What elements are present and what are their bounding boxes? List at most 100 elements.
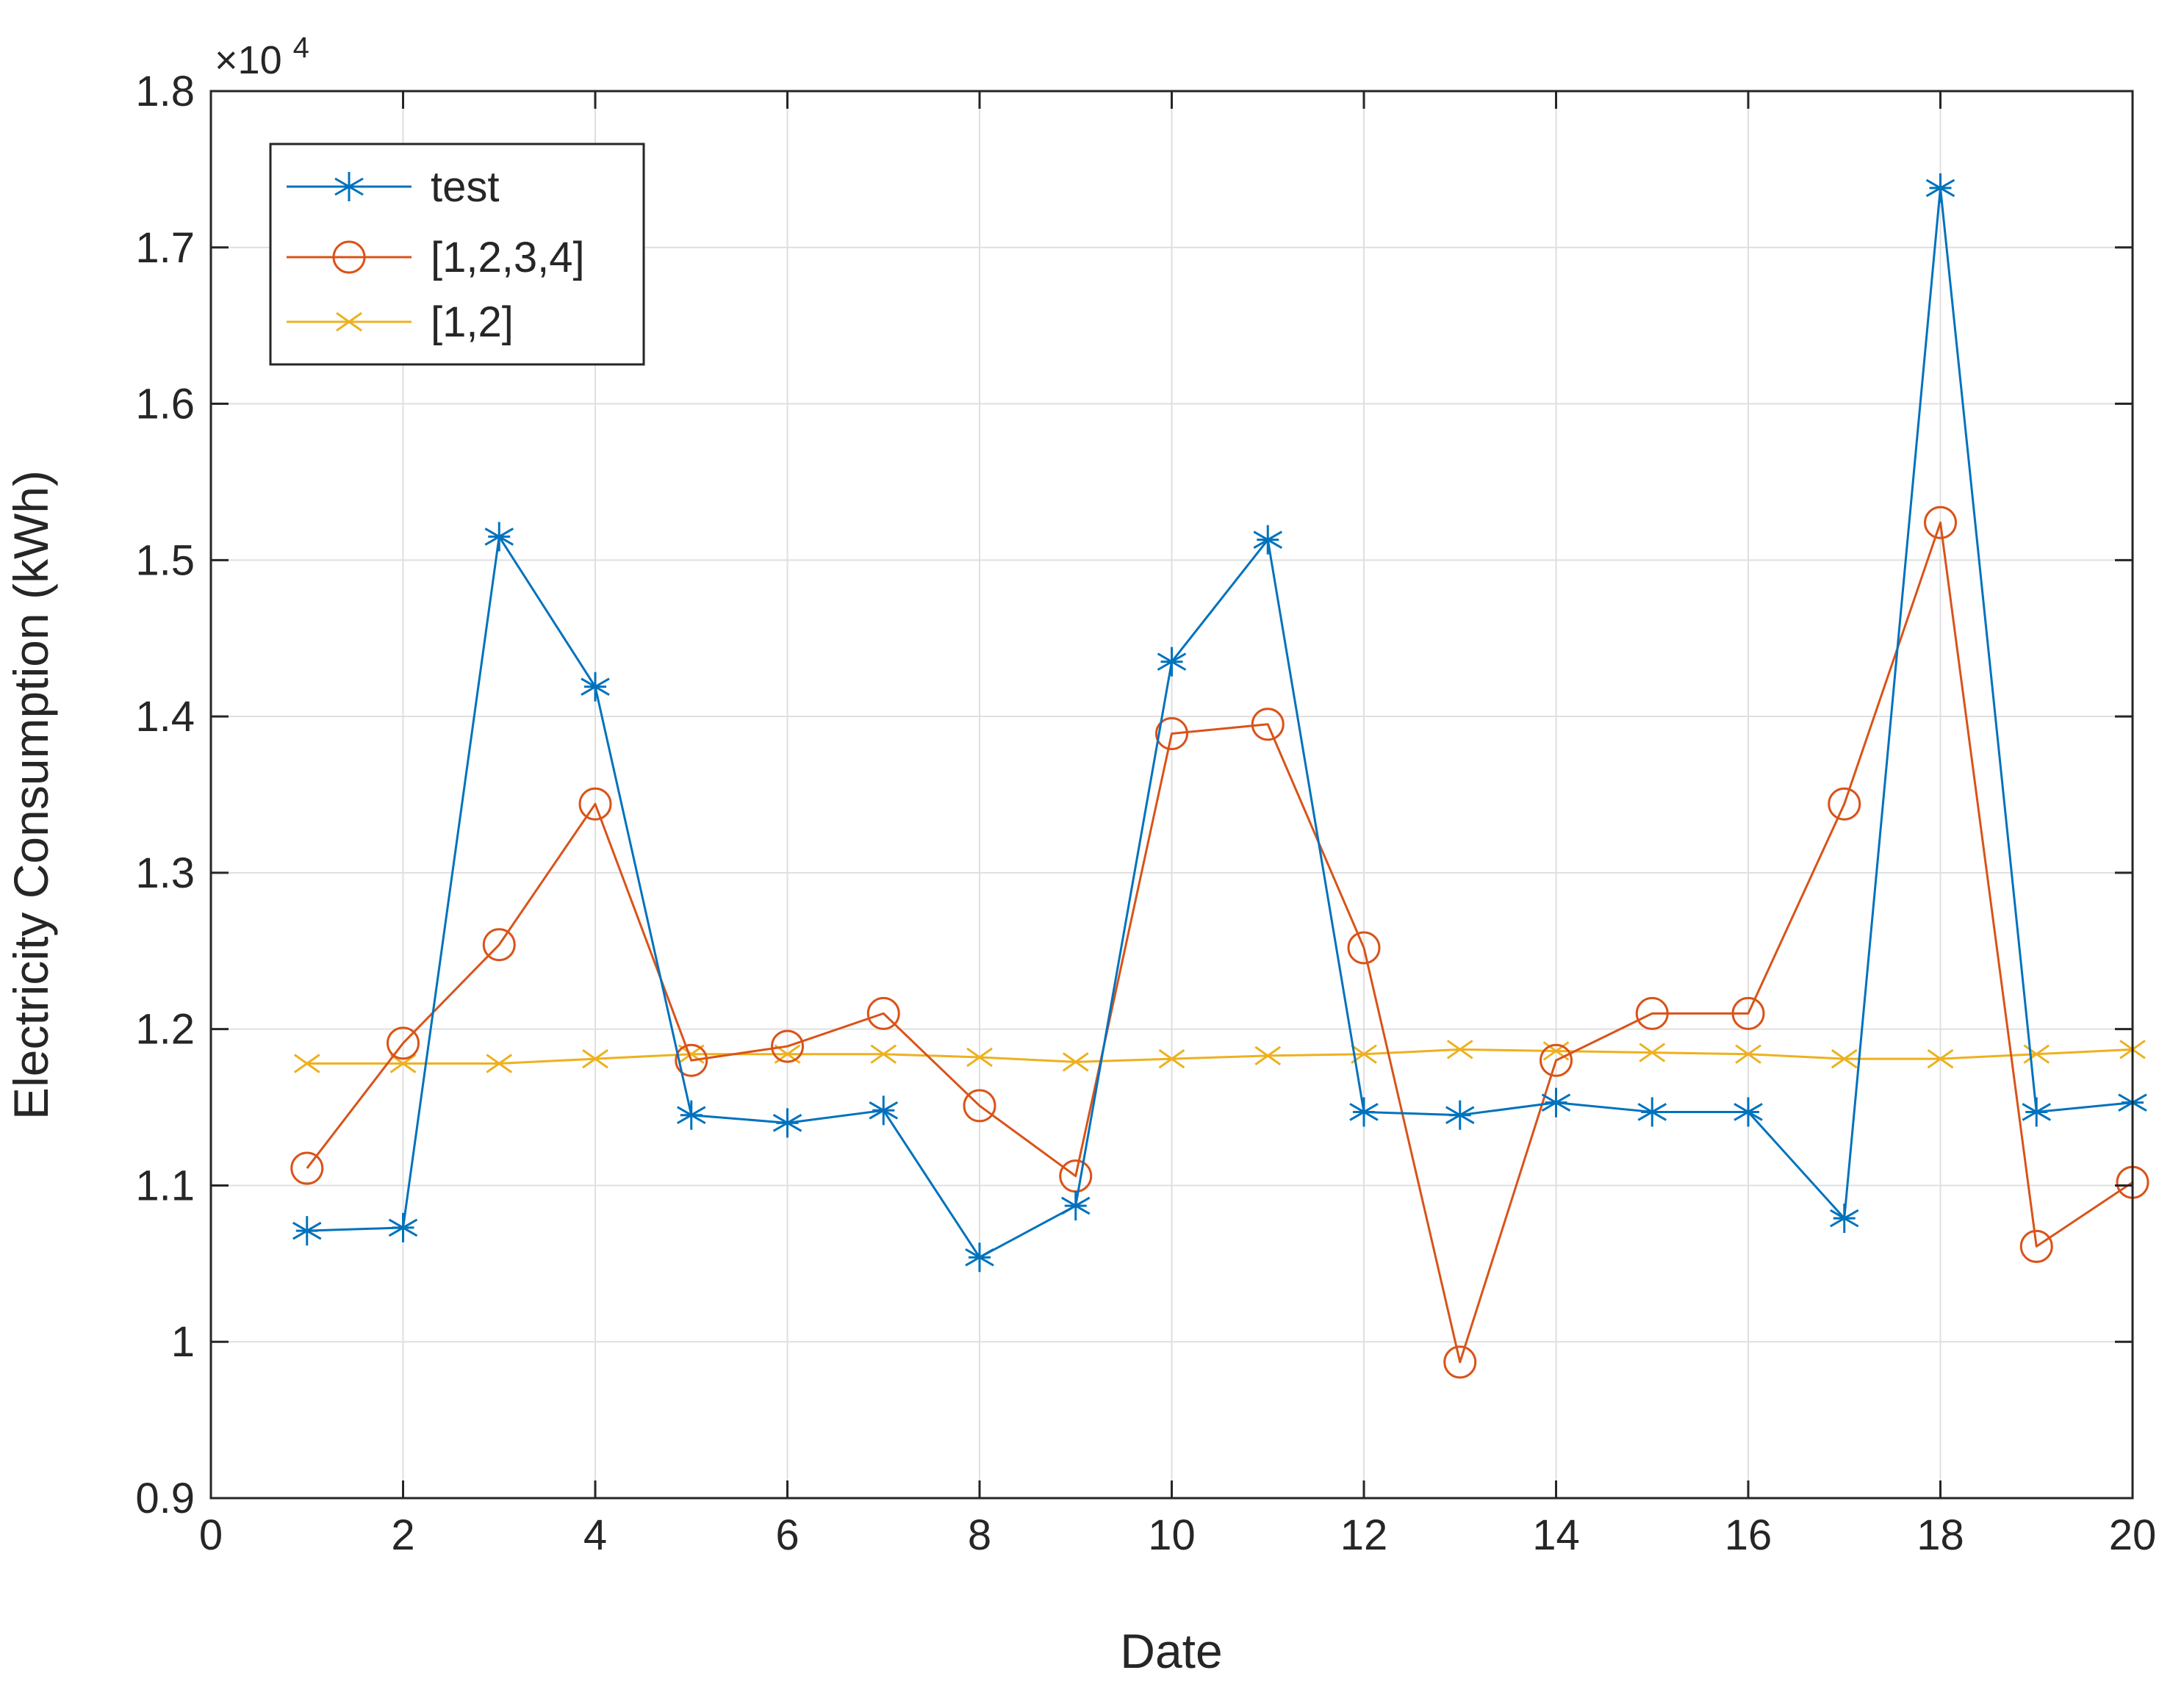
x-axis-label: Date [1120,1624,1222,1678]
data-point [2023,1044,2050,1064]
data-point [1635,996,1669,1030]
marker-stroke [1542,1041,1570,1061]
data-point [772,1108,802,1138]
x-tick-label: 16 [1725,1511,1772,1559]
marker-circle [963,1089,996,1123]
data-point [1637,1097,1667,1127]
data-point [578,787,612,821]
data-point [966,1047,993,1068]
ticks [209,90,2134,1500]
legend-marker-shape [336,312,362,332]
exponent-power: 4 [293,32,309,64]
data-point [1540,1043,1573,1077]
data-point [1828,787,1861,821]
data-point [1060,1191,1091,1221]
series-line [306,187,2133,1259]
legend-entry-1234: [1,2,3,4] [287,234,585,281]
y-tick-label: 1.3 [135,849,195,897]
x-tick-label: 0 [199,1511,223,1559]
data-point [1831,1048,1858,1069]
x-tick-label: 6 [775,1511,799,1559]
y-tick-label: 1.1 [135,1162,195,1209]
marker-circle [387,1026,420,1060]
x-tick-label: 18 [1917,1511,1964,1559]
data-point [388,1212,418,1242]
marker-circle [1155,717,1188,751]
y-axis-label: Electricity Consumption (kWh) [4,470,58,1120]
marker-circle [332,240,366,274]
y-tick-label: 1.5 [135,536,195,584]
data-point [290,1151,324,1185]
data-point [771,1029,804,1063]
x-tick-label: 12 [1340,1511,1388,1559]
x-tick-label: 20 [2109,1511,2157,1559]
data-point [486,1054,513,1073]
y-tick-label: 1.2 [135,1006,195,1054]
series-12 [293,1040,2146,1073]
data-point [292,1216,322,1246]
data-point [1253,525,1283,555]
data-point [869,1095,899,1126]
data-point [1446,1040,1473,1059]
marker-circle [290,1151,324,1185]
x-tick-label: 2 [391,1511,414,1559]
data-point [1445,1100,1475,1130]
legend-label-12: [1,2] [431,298,514,346]
legend-marker-shape [334,172,364,201]
marker-circle [1924,505,1957,539]
marker-circle [482,928,516,962]
y-tick-label: 1.6 [135,381,195,428]
legend-marker [332,240,366,274]
data-point [581,672,610,702]
data-point [1829,1203,1859,1234]
marker-circle [866,996,900,1030]
marker-stroke [293,1054,320,1073]
legend-label-test: test [431,163,500,211]
marker-stroke [1062,1052,1089,1072]
legend-marker [336,312,362,332]
marker-circle [771,1029,804,1063]
x-tick-label: 8 [968,1511,991,1559]
data-point [582,1048,608,1069]
data-point [1347,931,1381,965]
data-point [675,1043,708,1077]
data-point [1349,1097,1379,1127]
legend-entry-test: test [287,163,500,211]
marker-stroke [2023,1044,2050,1064]
marker-stroke [336,312,362,332]
marker-stroke [1735,1044,1761,1064]
marker-stroke [1158,1048,1185,1069]
series-line [306,1048,2133,1065]
marker-stroke [966,1047,993,1068]
marker-circle [1347,931,1381,965]
data-point [1927,1048,1954,1069]
marker-stroke [1927,1048,1954,1069]
marker-circle [675,1043,708,1077]
data-point [1541,1087,1571,1118]
exponent-base: ×10 [215,38,282,82]
data-point [963,1089,996,1123]
data-point [484,522,514,552]
y-tick-label: 1.8 [135,68,195,115]
legend-marker-shape [332,240,366,274]
marker-stroke [582,1048,608,1069]
data-point [965,1242,994,1273]
marker-circle [2019,1229,2053,1263]
data-point [1251,708,1285,741]
legend-entry-12: [1,2] [287,298,514,346]
data-point [676,1100,706,1130]
data-point [1158,1048,1185,1069]
grid [211,91,2133,1498]
data-point [1443,1345,1477,1379]
marker-stroke [1831,1048,1858,1069]
marker-circle [1635,996,1669,1030]
data-point [389,1054,417,1073]
marker-circle [1443,1345,1477,1379]
data-point [1924,505,1957,539]
data-point [1925,173,1955,203]
marker-circle [1731,996,1765,1030]
marker-stroke [1254,1046,1282,1066]
data-point [387,1026,420,1060]
y-tick-label: 1.7 [135,224,195,272]
